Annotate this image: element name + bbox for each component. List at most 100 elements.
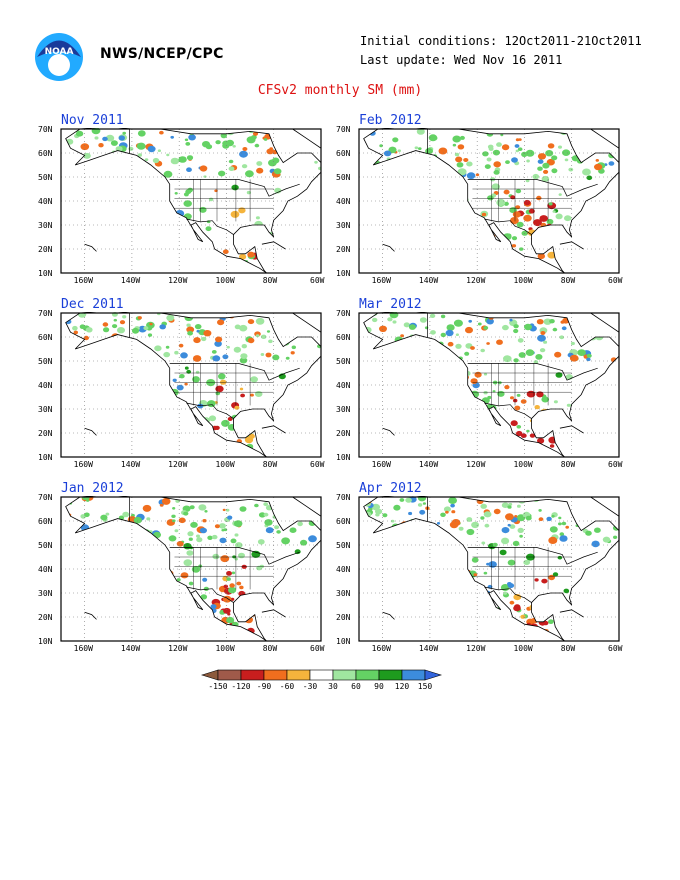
sm-anomaly-cell — [269, 147, 273, 150]
sm-anomaly-cell — [507, 583, 515, 589]
sm-anomaly-cell — [558, 516, 562, 520]
sm-anomaly-cell — [185, 142, 191, 146]
lon-tick-label: 140W — [120, 276, 141, 285]
sm-anomaly-cell — [242, 147, 248, 151]
sm-anomaly-cell — [200, 594, 208, 600]
sm-anomaly-cell — [519, 534, 523, 538]
sm-anomaly-cell — [538, 517, 544, 522]
sm-anomaly-cell — [266, 330, 271, 333]
sm-anomaly-cell — [488, 561, 497, 568]
sm-anomaly-cell — [263, 138, 268, 141]
sm-anomaly-cell — [178, 517, 186, 524]
sm-anomaly-cell — [483, 326, 489, 330]
sm-anomaly-cell — [515, 188, 522, 194]
coastline — [65, 496, 322, 642]
sm-anomaly-cell — [536, 319, 544, 325]
sm-anomaly-cell — [196, 534, 200, 538]
legend-label: -30 — [303, 682, 318, 691]
sm-anomaly-cell — [285, 356, 290, 360]
lat-tick-label: 70N — [336, 493, 351, 502]
lat-tick-label: 30N — [38, 221, 53, 230]
sm-anomaly-cell — [172, 507, 176, 510]
sm-anomaly-cell — [569, 354, 579, 362]
sm-anomaly-cell — [256, 161, 263, 166]
sm-anomaly-cell — [501, 502, 509, 508]
sm-anomaly-cell — [399, 498, 405, 502]
sm-anomaly-cell — [178, 156, 187, 163]
sm-anomaly-cell — [577, 349, 586, 356]
sm-anomaly-cell — [122, 511, 130, 518]
sm-anomaly-cell — [538, 509, 542, 512]
sm-anomaly-cell — [516, 430, 523, 437]
sm-anomaly-cell — [465, 326, 473, 334]
sm-anomaly-cell — [471, 557, 479, 563]
sm-anomaly-cell — [260, 334, 267, 339]
sm-anomaly-cell — [523, 214, 532, 222]
sm-anomaly-cell — [84, 512, 90, 518]
sm-anomaly-cell — [318, 166, 322, 171]
sm-anomaly-cell — [218, 523, 226, 529]
lat-tick-label: 60N — [336, 149, 351, 158]
sm-anomaly-cell — [110, 140, 118, 146]
lat-tick-label: 40N — [38, 381, 53, 390]
sm-anomaly-cell — [73, 330, 78, 335]
lon-tick-label: 120W — [466, 644, 486, 653]
sm-anomaly-cell — [83, 152, 91, 159]
sm-anomaly-cell — [594, 527, 601, 533]
sm-anomaly-cell — [159, 130, 164, 135]
sm-anomaly-cell — [532, 173, 540, 180]
sm-anomaly-cell — [219, 537, 227, 544]
sm-anomaly-cell — [112, 324, 118, 329]
lat-tick-label: 20N — [336, 429, 351, 438]
lat-tick-label: 70N — [336, 125, 351, 134]
sm-anomaly-cell — [187, 187, 193, 193]
sm-anomaly-cell — [176, 384, 184, 391]
sm-anomaly-cell — [255, 317, 265, 325]
lon-tick-label: 80W — [262, 644, 278, 653]
lat-tick-label: 40N — [336, 565, 351, 574]
lon-tick-label: 100W — [215, 644, 235, 653]
initial-conditions: Initial conditions: 12Oct2011-21Oct2011 — [360, 34, 642, 48]
sm-anomaly-cell — [100, 514, 108, 521]
sm-anomaly-cell — [560, 320, 565, 324]
legend-arrow-low — [200, 669, 219, 681]
sm-anomaly-cell — [234, 324, 241, 330]
sm-anomaly-cell — [558, 145, 562, 149]
noaa-logo: NOAA — [35, 33, 83, 81]
sm-anomaly-cell — [215, 391, 221, 396]
sm-anomaly-cell — [186, 155, 194, 161]
sm-anomaly-cell — [505, 160, 510, 164]
sm-anomaly-cell — [221, 529, 225, 532]
sm-anomaly-cell — [481, 212, 487, 217]
sm-anomaly-cell — [453, 319, 463, 327]
lon-tick-label: 60W — [310, 276, 325, 285]
sm-anomaly-cell — [165, 345, 170, 349]
sm-anomaly-cell — [231, 571, 236, 575]
sm-anomaly-cell — [602, 536, 611, 543]
lon-tick-label: 60W — [310, 644, 325, 653]
sm-anomaly-cell — [493, 170, 500, 175]
us-mexico-border — [484, 218, 532, 235]
last-update: Last update: Wed Nov 16 2011 — [360, 53, 563, 67]
sm-anomaly-cell — [510, 195, 516, 200]
sm-anomaly-cell — [202, 577, 208, 582]
sm-anomaly-cell — [247, 251, 255, 258]
legend-swatch — [309, 669, 334, 681]
sm-anomaly-cell — [513, 324, 519, 329]
sm-anomaly-cell — [273, 168, 282, 175]
sm-anomaly-cell — [163, 170, 173, 178]
sm-anomaly-cell — [239, 150, 248, 158]
sm-anomaly-cell — [240, 353, 248, 359]
legend-swatch — [401, 669, 426, 681]
sm-anomaly-cell — [143, 326, 149, 331]
sm-anomaly-cell — [486, 342, 490, 345]
lat-tick-label: 10N — [336, 637, 351, 646]
lon-tick-label: 120W — [168, 644, 188, 653]
sm-anomaly-cell — [555, 213, 563, 220]
coastline-cuba — [261, 425, 286, 434]
us-mexico-border — [186, 586, 234, 603]
sm-anomaly-cell — [509, 318, 513, 322]
sm-anomaly-cell — [408, 511, 413, 516]
sm-anomaly-cell — [559, 335, 565, 340]
sm-anomaly-cell — [220, 555, 230, 563]
